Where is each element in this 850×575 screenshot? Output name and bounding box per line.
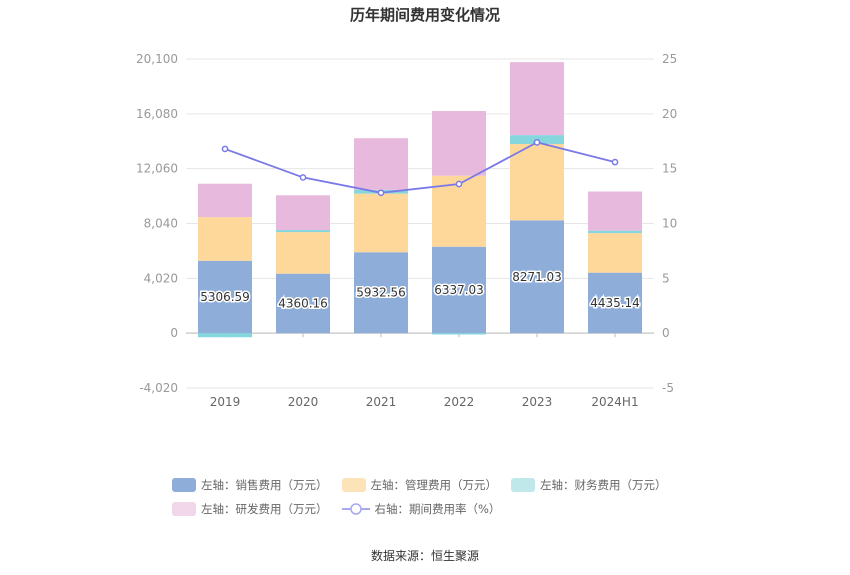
x-tick-label: 2022 (444, 395, 475, 409)
bar-3-2024H1 (588, 191, 642, 231)
legend-label-rd: 左轴：研发费用（万元） (201, 502, 328, 516)
legend-swatch-rd (172, 502, 196, 516)
rate-point (377, 189, 385, 197)
bar-2-2022 (432, 333, 486, 335)
data-labels: 5306.59 4360.16 5932.56 6337.03 8271.03 4435.… (199, 268, 642, 312)
bar-0-2020 (276, 273, 330, 334)
legend-item-finance[interactable]: 左轴：财务费用（万元） (511, 477, 667, 493)
x-tick-label: 2021 (366, 395, 397, 409)
legend-row-2: 左轴：研发费用（万元） 右轴：期间费用率（%） (172, 497, 692, 521)
legend-label-rate: 右轴：期间费用率（%） (374, 502, 501, 516)
right-tick-label: 25 (662, 52, 677, 66)
grid-lines (186, 58, 654, 389)
right-tick-label: 20 (662, 107, 677, 121)
bar-3-2022 (432, 111, 486, 176)
bar-1-2024H1 (588, 233, 642, 273)
left-tick-label: 20,100 (136, 52, 178, 66)
bar-2-2020 (276, 230, 330, 233)
left-tick-label: 16,080 (136, 107, 178, 121)
legend-item-sales[interactable]: 左轴：销售费用（万元） (172, 477, 328, 493)
rate-point (533, 138, 541, 146)
bar-1-2021 (354, 193, 408, 253)
bar-3-2019 (198, 183, 252, 218)
bar-2-2024H1 (588, 230, 642, 234)
bar-2-2019 (198, 333, 252, 338)
right-tick-label: -5 (662, 381, 674, 395)
bar-3-2020 (276, 195, 330, 231)
source-note: 数据来源：恒生聚源 (370, 549, 479, 563)
axes: 20,100 25 16,080 20 12,060 15 8,040 10 4,020 5 0 0 -… (136, 52, 677, 409)
chart-plot: 20,100 25 16,080 20 12,060 15 8,040 10 4,020 5 0 0 -… (136, 52, 677, 409)
x-tick-label: 2019 (210, 395, 241, 409)
bar-data-label: 4360.16 (278, 296, 328, 310)
bar-data-label: 5306.59 (200, 290, 250, 304)
legend-swatch-sales (172, 478, 196, 492)
left-tick-label: 12,060 (136, 162, 178, 176)
bar-data-label: 4435.14 (590, 296, 640, 310)
right-tick-label: 0 (662, 326, 670, 340)
rate-point (299, 174, 307, 181)
right-tick-label: 5 (662, 271, 670, 285)
legend-item-rate[interactable]: 右轴：期间费用率（%） (341, 501, 501, 517)
bar-1-2023 (510, 143, 564, 221)
bar-1-2020 (276, 232, 330, 274)
bar-0-2022 (432, 246, 486, 334)
rate-point (455, 180, 463, 188)
legend-swatch-finance (511, 478, 535, 492)
left-tick-label: -4,020 (139, 381, 178, 395)
rate-point (221, 145, 229, 153)
bar-0-2024H1 (588, 272, 642, 334)
bar-0-2021 (354, 252, 408, 334)
rate-line (224, 141, 616, 194)
right-tick-label: 15 (662, 162, 677, 176)
line-series (221, 138, 619, 197)
bar-3-2023 (510, 62, 564, 136)
legend-label-sales: 左轴：销售费用（万元） (201, 478, 328, 492)
right-tick-label: 10 (662, 217, 677, 231)
chart-title: 历年期间费用变化情况 (349, 6, 500, 24)
legend-label-admin: 左轴：管理费用（万元） (370, 478, 498, 492)
legend-item-rd[interactable]: 左轴：研发费用（万元） (172, 501, 328, 517)
bar-0-2019 (198, 260, 252, 334)
legend-label-finance: 左轴：财务费用（万元） (540, 478, 667, 492)
left-tick-label: 0 (170, 326, 178, 340)
bar-data-label: 8271.03 (512, 270, 562, 284)
left-tick-label: 8,040 (144, 217, 178, 231)
legend-swatch-admin (341, 478, 366, 492)
legend-row-1: 左轴：销售费用（万元） 左轴：管理费用（万元） 左轴：财务费用（万元） (172, 473, 692, 497)
bar-data-label: 5932.56 (356, 286, 406, 300)
x-tick-label: 2023 (522, 395, 553, 409)
bar-1-2022 (432, 175, 486, 247)
legend-line-icon (341, 503, 370, 515)
rate-point (611, 158, 619, 166)
left-tick-label: 4,020 (144, 271, 178, 285)
bar-data-label: 6337.03 (434, 283, 484, 297)
bar-3-2021 (354, 138, 408, 190)
x-tick-label: 2024H1 (591, 395, 638, 409)
x-tick-label: 2020 (288, 395, 319, 409)
bar-1-2019 (198, 217, 252, 261)
legend-item-admin[interactable]: 左轴：管理费用（万元） (341, 477, 498, 493)
bar-series (198, 62, 642, 338)
legend: 左轴：销售费用（万元） 左轴：管理费用（万元） 左轴：财务费用（万元） 左轴：研… (172, 473, 692, 521)
bar-0-2023 (510, 220, 564, 334)
